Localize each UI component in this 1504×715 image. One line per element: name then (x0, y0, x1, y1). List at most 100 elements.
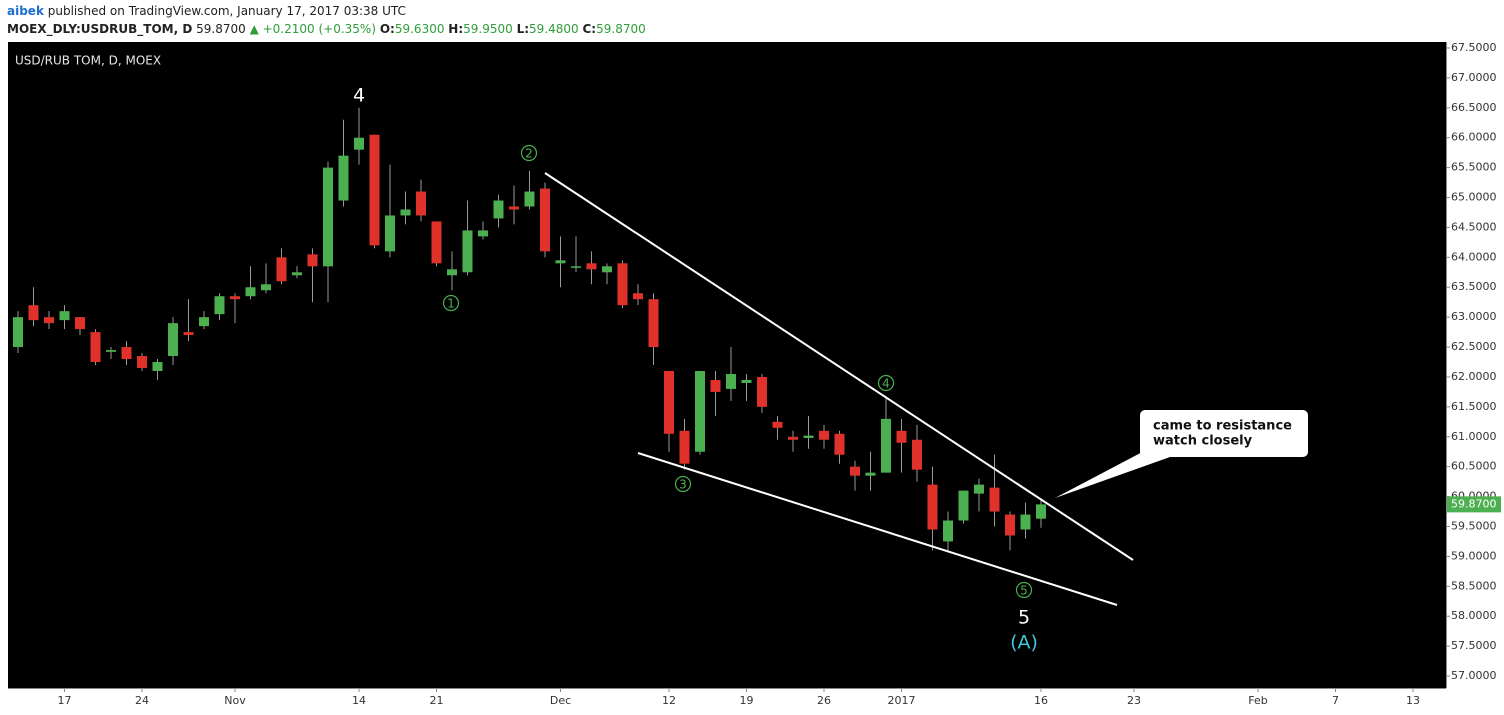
candle-body (1005, 514, 1015, 536)
candle-body (478, 230, 488, 237)
ohlc-value: 59.6300 (395, 22, 445, 36)
x-tick-label: 2017 (888, 694, 916, 707)
candle-body (664, 370, 674, 434)
published: published on TradingView.com, January 17… (48, 4, 406, 18)
candle-body (695, 370, 705, 452)
ohlc-key: H: (448, 22, 463, 36)
subwave-label: 5 (1020, 584, 1028, 598)
candle-body (261, 284, 271, 291)
candle-body (648, 299, 659, 348)
y-tick-label: 65.0000 (1451, 191, 1497, 204)
wave-circle (674, 475, 692, 493)
x-tick-label: 14 (352, 694, 366, 707)
y-tick-label: 63.5000 (1451, 280, 1497, 293)
candle-body (28, 305, 39, 321)
y-tick-label: 62.0000 (1451, 370, 1497, 383)
candle-body (834, 433, 845, 455)
candle-body (137, 356, 147, 368)
candle-body (152, 362, 163, 371)
change: ▲ +0.2100 (+0.35%) (250, 22, 376, 36)
candle-body (710, 379, 721, 392)
candle-body (431, 221, 442, 264)
subwave-label: 2 (525, 147, 533, 161)
last-price: 59.8700 (196, 22, 246, 36)
candle-body (447, 269, 457, 276)
candle-body (788, 436, 798, 440)
x-tick-label: 26 (817, 694, 831, 707)
candle-body (881, 418, 891, 473)
trend-line-lower (637, 452, 1118, 606)
candle-body (245, 287, 256, 297)
y-tick-label: 67.0000 (1451, 71, 1497, 84)
price-label-box (1447, 496, 1501, 513)
candle-body (633, 293, 643, 300)
y-tick-label: 66.0000 (1451, 131, 1497, 144)
x-tick-label: 19 (740, 694, 754, 707)
y-tick-label: 59.0000 (1451, 549, 1497, 562)
candle-body (989, 487, 1000, 512)
candle-body (59, 311, 70, 321)
author: aibek (7, 4, 45, 18)
ohlc-value: 59.9500 (463, 22, 513, 36)
wave-label: 4 (353, 85, 365, 107)
plot-background (8, 42, 1446, 688)
candle-body (400, 209, 411, 216)
candle-body (958, 490, 969, 521)
x-tick-label: Dec (550, 694, 571, 707)
wave-circle (1015, 581, 1033, 599)
candle-body (1036, 504, 1046, 519)
trend-line-upper (544, 172, 1134, 561)
candle-body (199, 317, 209, 327)
candle-body (230, 296, 240, 300)
candle-body (524, 191, 535, 207)
y-tick-label: 63.0000 (1451, 310, 1497, 323)
x-tick-label: Nov (224, 694, 246, 707)
candle-body (338, 155, 349, 201)
candle-body (540, 188, 550, 252)
x-tick-label: 12 (662, 694, 676, 707)
candle-body (509, 206, 519, 210)
y-tick-label: 60.5000 (1451, 460, 1497, 473)
subwave-label: 4 (882, 377, 890, 391)
x-tick-label: 17 (58, 694, 72, 707)
wave-circle (877, 374, 895, 392)
candle-body (292, 272, 302, 276)
candle-body (416, 191, 426, 216)
candle-body (13, 317, 23, 348)
y-tick-label: 65.5000 (1451, 161, 1497, 174)
subwave-label: 1 (447, 297, 455, 311)
y-tick-label: 67.5000 (1451, 41, 1497, 54)
candle-body (819, 430, 829, 440)
ohlc-key: C: (583, 22, 597, 36)
candle-body (772, 421, 783, 428)
header-line-1: aibek published on TradingView.com, Janu… (7, 4, 406, 18)
y-tick-label: 64.5000 (1451, 220, 1497, 233)
wave-label: (A) (1010, 632, 1038, 654)
x-tick-label: 16 (1034, 694, 1048, 707)
callout-pointer (1055, 448, 1170, 498)
candle-body (943, 520, 953, 542)
candle-body (106, 350, 116, 352)
y-tick-label: 58.5000 (1451, 579, 1497, 592)
candle-body (757, 376, 767, 407)
subwave-label: 3 (679, 478, 687, 492)
wave-circle (442, 294, 460, 312)
candle-body (586, 263, 597, 270)
candle-body (927, 484, 938, 530)
candle-body (571, 266, 581, 268)
price-label: 59.8700 (1451, 497, 1497, 510)
callout-box (1140, 410, 1308, 457)
wave-circle (520, 144, 538, 162)
y-tick-label: 57.5000 (1451, 639, 1497, 652)
candle-body (726, 373, 736, 389)
candle-body (896, 430, 907, 443)
candle-body (865, 472, 876, 476)
candle-body (75, 317, 85, 330)
wave-label: 5 (1018, 607, 1030, 629)
candle-body (617, 263, 628, 306)
candle-body (369, 134, 380, 246)
candle-body (168, 323, 178, 357)
candle-body (741, 379, 752, 383)
candle-body (974, 484, 984, 494)
